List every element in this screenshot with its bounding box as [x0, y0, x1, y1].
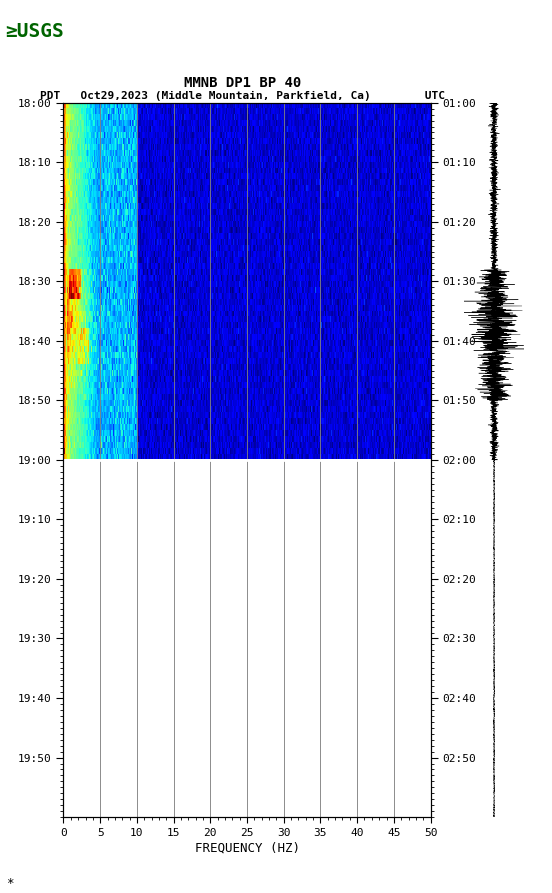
X-axis label: FREQUENCY (HZ): FREQUENCY (HZ): [194, 842, 300, 855]
Text: ≥USGS: ≥USGS: [6, 22, 64, 41]
Text: *: *: [6, 877, 13, 890]
Text: PDT   Oct29,2023 (Middle Mountain, Parkfield, Ca)        UTC: PDT Oct29,2023 (Middle Mountain, Parkfie…: [40, 91, 445, 102]
Text: MMNB DP1 BP 40: MMNB DP1 BP 40: [184, 76, 301, 90]
